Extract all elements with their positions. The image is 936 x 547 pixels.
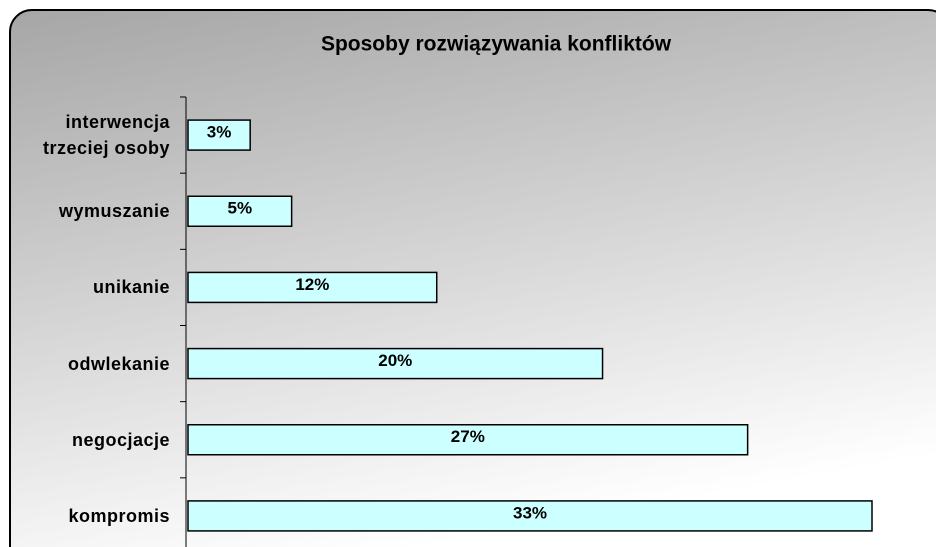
category-label: wymuszanie — [58, 201, 170, 222]
bar — [187, 195, 293, 227]
data-label: 20% — [378, 351, 412, 370]
data-label: 12% — [295, 275, 329, 294]
category-label: negocjacje — [71, 429, 170, 450]
data-label: 33% — [513, 503, 547, 522]
bar — [187, 424, 749, 456]
category-label: interwencja trzeciej osoby — [42, 112, 170, 159]
chart-title: Sposoby rozwiązywania konfliktów — [321, 33, 672, 56]
category-label: kompromis — [68, 505, 170, 526]
data-label: 5% — [228, 199, 253, 218]
category-label: unikanie — [92, 277, 170, 298]
data-label: 3% — [207, 123, 232, 142]
bar — [187, 119, 251, 151]
category-label: odwlekanie — [67, 353, 170, 374]
bar — [187, 271, 438, 304]
bar — [187, 500, 873, 532]
data-label: 27% — [451, 427, 485, 446]
bar — [187, 347, 604, 380]
